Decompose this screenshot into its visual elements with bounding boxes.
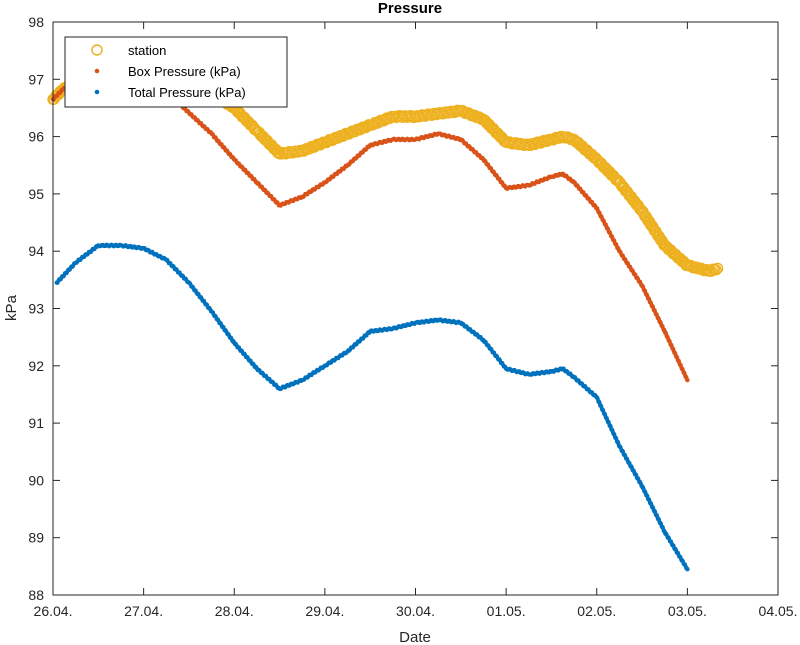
data-point [711,262,724,275]
legend-label: station [128,43,166,58]
legend-marker [94,89,100,95]
y-tick-label: 92 [28,358,44,374]
x-tick-label: 03.05. [668,603,707,619]
data-point [685,377,690,383]
y-tick-label: 89 [28,530,44,546]
chart-title: Pressure [378,0,442,17]
y-tick-label: 97 [28,71,44,87]
x-tick-label: 27.04. [124,603,163,619]
series-2 [50,70,690,383]
axis-ticks: 26.04. 27.04. 28.04. 29.04. 30.04. 01.05. 02.0… [28,14,797,619]
legend-marker [94,68,100,74]
plot-frame [52,21,779,596]
y-axis-label: kPa [3,294,20,321]
legend: station Box Pressure (kPa) Total Pressure … [64,36,288,108]
y-tick-label: 96 [28,129,44,145]
y-tick-label: 93 [28,301,44,317]
x-tick-label: 29.04. [305,603,344,619]
x-axis-label: Date [399,629,431,645]
x-tick-label: 30.04. [396,603,435,619]
x-tick-label: 26.04. [34,603,73,619]
legend-marker [91,44,103,56]
series-3 [54,242,690,572]
y-tick-label: 88 [28,587,44,603]
data-point-fill [705,265,718,277]
x-tick-label: 01.05. [487,603,526,619]
y-tick-label: 95 [28,186,44,202]
x-tick-label: 28.04. [215,603,254,619]
y-tick-label: 94 [28,243,44,259]
chart-marks [47,67,724,572]
x-tick-label: 04.05. [759,603,798,619]
y-tick-label: 98 [28,14,44,30]
y-tick-label: 91 [28,415,44,431]
data-point-fill [519,139,532,151]
x-tick-label: 02.05. [577,603,616,619]
legend-label: Box Pressure (kPa) [128,64,241,79]
data-point-fill [710,264,722,276]
data-point [685,567,690,572]
legend-label: Total Pressure (kPa) [128,85,246,100]
y-tick-label: 90 [28,472,44,488]
